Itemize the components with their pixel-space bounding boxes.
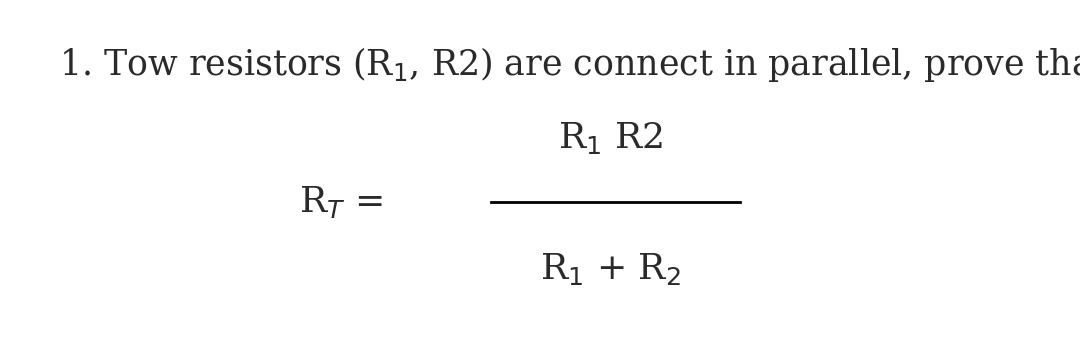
Text: R$_T$ =: R$_T$ = [299,184,383,220]
Text: 1. Tow resistors (R$_1$, R2) are connect in parallel, prove that: 1. Tow resistors (R$_1$, R2) are connect… [59,45,1080,84]
Text: R$_1$ + R$_2$: R$_1$ + R$_2$ [540,251,680,287]
Text: R$_1$ R2: R$_1$ R2 [557,120,663,156]
